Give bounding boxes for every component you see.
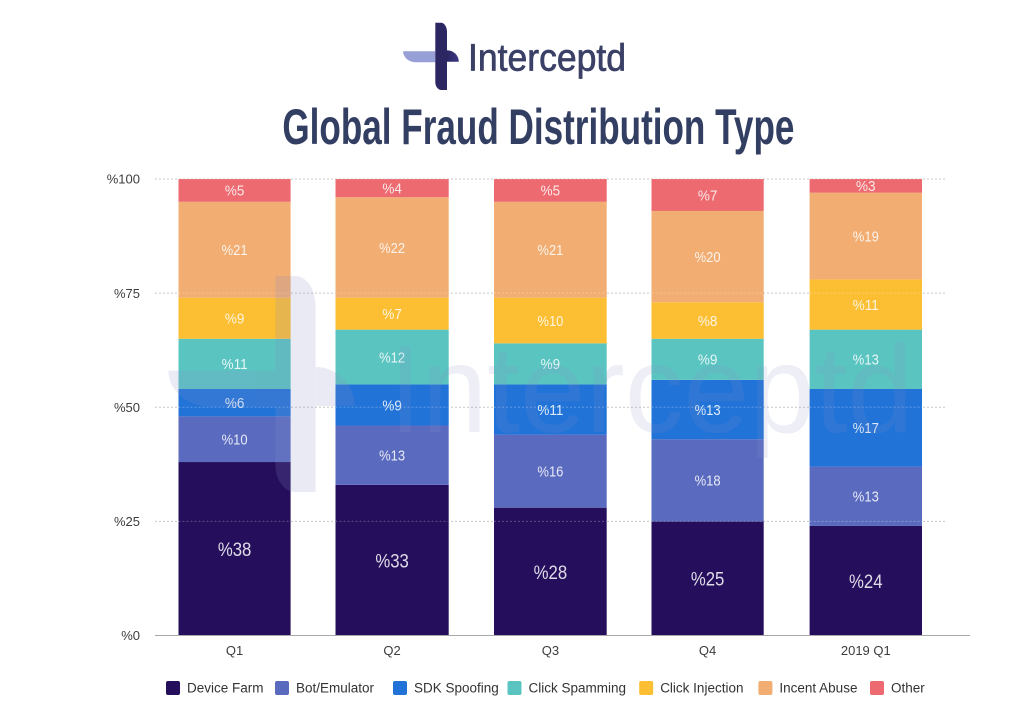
svg-text:%9: %9 <box>382 398 402 414</box>
svg-text:%38: %38 <box>218 539 252 561</box>
svg-text:%21: %21 <box>222 243 248 259</box>
svg-text:%75: %75 <box>114 286 140 301</box>
svg-text:%50: %50 <box>114 400 140 415</box>
svg-text:Device Farm: Device Farm <box>187 681 264 696</box>
svg-text:Incent Abuse: Incent Abuse <box>779 681 857 696</box>
svg-text:Global Fraud Distribution Type: Global Fraud Distribution Type <box>282 99 794 155</box>
svg-text:Q3: Q3 <box>542 643 559 658</box>
svg-text:%12: %12 <box>379 350 405 366</box>
svg-text:%0: %0 <box>121 628 140 643</box>
svg-text:%7: %7 <box>698 188 718 204</box>
svg-text:%5: %5 <box>541 184 561 200</box>
svg-text:%11: %11 <box>853 298 879 314</box>
svg-text:%11: %11 <box>222 357 248 373</box>
svg-text:Interceptd: Interceptd <box>389 321 913 459</box>
svg-text:%22: %22 <box>379 241 405 257</box>
svg-text:%13: %13 <box>853 353 879 369</box>
svg-text:%6: %6 <box>225 396 245 412</box>
svg-text:%10: %10 <box>222 433 248 449</box>
svg-text:%25: %25 <box>691 569 725 591</box>
svg-text:%25: %25 <box>114 514 140 529</box>
svg-text:%21: %21 <box>537 243 563 259</box>
svg-text:%9: %9 <box>541 357 561 373</box>
svg-text:2019 Q1: 2019 Q1 <box>841 643 891 658</box>
svg-text:%8: %8 <box>698 314 718 330</box>
svg-text:%13: %13 <box>379 448 405 464</box>
svg-text:Other: Other <box>891 681 925 696</box>
svg-text:%16: %16 <box>537 464 563 480</box>
svg-text:%5: %5 <box>225 184 245 200</box>
svg-text:%10: %10 <box>537 314 563 330</box>
svg-text:SDK Spoofing: SDK Spoofing <box>414 681 499 696</box>
svg-text:%7: %7 <box>382 307 402 323</box>
svg-text:%33: %33 <box>375 550 409 572</box>
svg-text:%19: %19 <box>853 229 879 245</box>
svg-text:Bot/Emulator: Bot/Emulator <box>296 681 375 696</box>
svg-text:%4: %4 <box>382 181 402 197</box>
svg-text:Click Spamming: Click Spamming <box>529 681 627 696</box>
svg-text:%3: %3 <box>856 179 876 195</box>
svg-text:Q4: Q4 <box>699 643 716 658</box>
svg-text:%11: %11 <box>537 403 563 419</box>
svg-text:%13: %13 <box>695 403 721 419</box>
svg-text:Q2: Q2 <box>383 643 400 658</box>
svg-text:%28: %28 <box>534 562 568 584</box>
svg-text:%17: %17 <box>853 421 879 437</box>
svg-text:%9: %9 <box>225 312 245 328</box>
svg-text:%24: %24 <box>849 571 883 593</box>
svg-text:%13: %13 <box>853 490 879 506</box>
svg-text:%9: %9 <box>698 353 718 369</box>
svg-text:%18: %18 <box>695 474 721 490</box>
svg-text:%20: %20 <box>695 250 721 266</box>
svg-text:Q1: Q1 <box>226 643 243 658</box>
svg-text:Click Injection: Click Injection <box>660 681 743 696</box>
svg-text:Interceptd: Interceptd <box>468 37 626 79</box>
svg-text:%100: %100 <box>107 172 140 187</box>
